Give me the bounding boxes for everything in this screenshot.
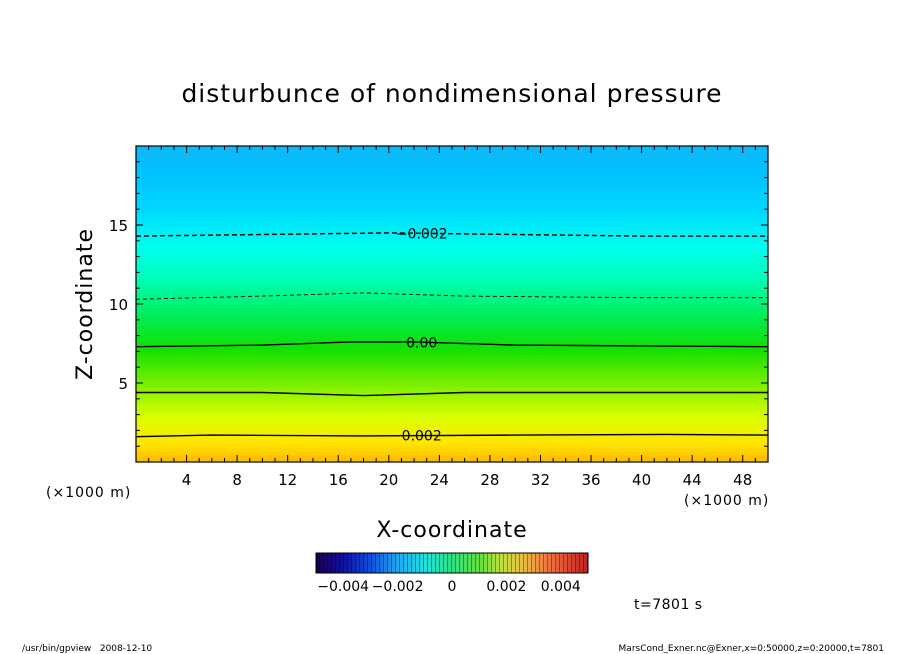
contour-line [135,433,769,438]
x-tick-label: 44 [683,471,702,489]
colorbar-tick-label: −0.004 [317,579,369,595]
x-unit-label: (×1000 m) [684,493,769,509]
colorbar-tick-label: 0.004 [541,579,581,595]
contour-layer [135,232,769,438]
x-tick-labels: 4 8 12 16 20 24 28 32 36 40 44 48 [182,471,752,489]
time-label: t=7801 s [634,597,703,613]
contour-label-text: −0.002 [396,226,448,242]
contour-label: 0.002 [402,429,442,445]
x-tick-label: 28 [480,471,499,489]
plot-area: 0.002 0.00 −0.002 [135,145,769,463]
x-tick-label: 4 [182,471,192,489]
contour-line [136,391,768,397]
x-tick-label: 36 [581,471,600,489]
colorbar-tick-label: −0.002 [372,579,424,595]
y-unit-label: (×1000 m) [46,485,131,501]
footer-right: MarsCond_Exner.nc@Exner,x=0:50000,z=0:20… [619,644,884,654]
y-tick-label: 5 [118,375,128,393]
contour-label: 0.00 [406,335,437,351]
x-tick-label: 8 [232,471,242,489]
y-axis-label: Z-coordinate [73,228,98,380]
colorbar-labels: −0.004 −0.002 0 0.002 0.004 [317,579,581,595]
x-axis-label: X-coordinate [376,518,527,543]
x-tick-label: 16 [329,471,348,489]
colorbar-stripes [316,553,588,573]
x-tick-label: 32 [531,471,550,489]
contour-line [135,341,769,348]
x-tick-label: 20 [379,471,398,489]
contour-line [135,292,768,300]
y-tick-label: 10 [109,296,128,314]
colorbar-frame [315,552,589,574]
x-tick-label: 24 [430,471,449,489]
y-tick-labels: 5 10 15 [109,217,128,393]
x-tick-label: 12 [278,471,297,489]
tick-layer [136,146,768,462]
x-tick-label: 40 [632,471,651,489]
contour-label-text: 0.00 [406,335,437,351]
contour-label: −0.002 [396,226,448,242]
x-tick-label: 48 [733,471,752,489]
chart-title: disturbunce of nondimensional pressure [181,79,722,108]
colorbar-tick-label: 0.002 [486,579,526,595]
colorbar-tick-label: 0 [448,579,457,595]
contour-line [135,232,768,237]
colorbar: −0.004 −0.002 0 0.002 0.004 [315,552,589,595]
contour-label-text: 0.002 [402,429,442,445]
contour-label-layer: 0.002 0.00 −0.002 [396,226,448,445]
footer-left: /usr/bin/gpview 2008-12-10 [22,644,152,654]
y-tick-label: 15 [109,217,128,235]
field-fill [136,146,768,462]
